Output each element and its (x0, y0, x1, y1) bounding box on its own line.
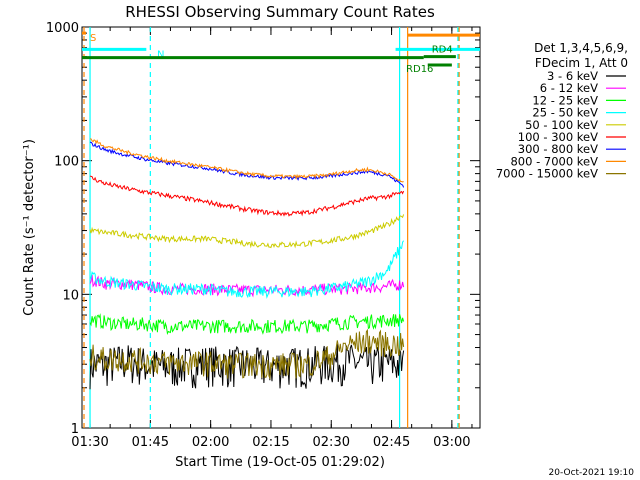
footer-timestamp: 20-Oct-2021 19:10 (549, 468, 635, 478)
series-line (89, 214, 405, 249)
x-tick-label: 01:45 (132, 435, 169, 450)
legend-entry-label: 6 - 12 keV (540, 81, 598, 95)
status-bar-label: RD4 (432, 45, 453, 56)
x-tick-label: 03:00 (433, 435, 470, 450)
legend-entry-label: 3 - 6 keV (547, 69, 598, 83)
series-line (89, 240, 405, 299)
series-line (89, 141, 405, 188)
x-tick-label: 01:30 (71, 435, 108, 450)
legend-header: FDecim 1, Att 0 (535, 56, 628, 70)
y-tick-label: 10 (62, 288, 79, 303)
legend-entry-label: 25 - 50 keV (532, 106, 598, 120)
series-line (89, 175, 405, 217)
x-axis-label: Start Time (19-Oct-05 01:29:02) (175, 455, 385, 470)
legend-entry-label: 300 - 800 keV (518, 142, 598, 156)
status-bar-label: S (90, 33, 96, 44)
y-tick-label: 1000 (46, 21, 79, 36)
legend-entry-label: 7000 - 15000 keV (496, 167, 598, 181)
x-tick-label: 02:45 (373, 435, 410, 450)
legend-entry-label: 50 - 100 keV (525, 118, 598, 132)
status-bar-label: N (157, 49, 164, 60)
y-tick-label: 100 (54, 155, 79, 170)
chart-title: RHESSI Observing Summary Count Rates (125, 3, 435, 21)
x-tick-label: 02:15 (252, 435, 289, 450)
x-tick-label: 02:00 (192, 435, 229, 450)
y-tick-label: 1 (71, 422, 79, 437)
legend: Det 1,3,4,5,6,9,FDecim 1, Att 03 - 6 keV… (496, 41, 628, 181)
data-layer: S N RD4 RD16 (82, 27, 480, 428)
series-line (89, 328, 405, 380)
series-line (89, 344, 405, 390)
y-axis-label: Count Rate (s⁻¹ detector⁻¹) (22, 139, 37, 316)
series-line (89, 313, 405, 335)
legend-entry-label: 12 - 25 keV (532, 93, 598, 107)
legend-header: Det 1,3,4,5,6,9, (534, 41, 628, 55)
series-line (90, 138, 404, 183)
plot-frame (81, 26, 481, 429)
x-tick-label: 02:30 (313, 435, 350, 450)
legend-entry-label: 800 - 7000 keV (510, 154, 598, 168)
plot-area: 01:30 01:45 02:00 02:15 02:30 02:45 03:00 1 10 10… (22, 21, 481, 450)
status-bar-label: RD16 (406, 64, 433, 75)
legend-entry-label: 100 - 300 keV (518, 130, 598, 144)
